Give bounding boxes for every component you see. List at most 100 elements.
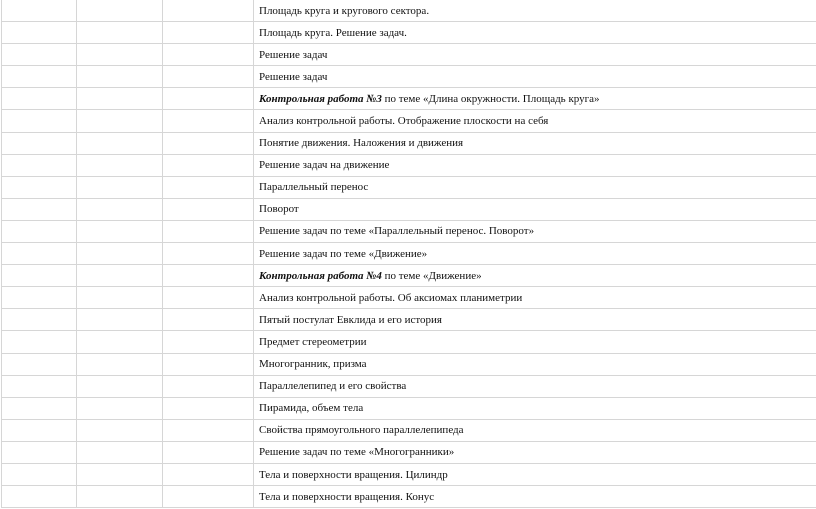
lesson-topic-cell: Предмет стереометрии	[253, 330, 816, 354]
test-label: Контрольная работа №3	[259, 92, 382, 105]
lesson-topic-cell: Площадь круга. Решение задач.	[253, 21, 816, 45]
lesson-topic-cell: Контрольная работа №3 по теме «Длина окр…	[253, 87, 816, 111]
lesson-topic: Решение задач по теме «Движение»	[259, 247, 428, 260]
empty-cell-col3	[162, 65, 254, 89]
empty-cell-col2	[76, 418, 163, 442]
empty-cell-col3	[162, 175, 254, 199]
table-row: Тела и поверхности вращения. Цилиндр	[1, 462, 816, 487]
empty-cell-col3	[162, 374, 254, 398]
empty-cell-col3	[162, 286, 254, 310]
table-row: Решение задач на движение	[1, 153, 816, 177]
empty-cell-col2	[76, 21, 163, 45]
empty-cell-col2	[76, 485, 163, 509]
empty-cell-col3	[162, 396, 254, 420]
lesson-topic-cell: Тела и поверхности вращения. Конус	[253, 485, 816, 509]
lesson-topic: Предмет стереометрии	[259, 335, 367, 348]
table-row: Свойства прямоугольного параллелепипеда	[1, 418, 816, 442]
empty-cell-col1	[1, 374, 77, 398]
lesson-topic: Свойства прямоугольного параллелепипеда	[259, 424, 464, 437]
table-row: Анализ контрольной работы. Об аксиомах п…	[1, 286, 816, 310]
table-row: Площадь круга и кругового сектора.	[1, 0, 816, 23]
empty-cell-col1	[1, 330, 77, 354]
lesson-topic: Понятие движения. Наложения и движения	[259, 137, 464, 150]
empty-cell-col3	[162, 264, 254, 288]
lesson-topic: Многогранник, призма	[259, 358, 367, 371]
lesson-topic: Тела и поверхности вращения. Цилиндр	[259, 468, 448, 481]
empty-cell-col2	[76, 43, 163, 67]
empty-cell-col3	[162, 308, 254, 332]
lesson-topic: Площадь круга. Решение задач.	[259, 26, 407, 39]
empty-cell-col3	[162, 330, 254, 354]
lesson-topic-cell: Площадь круга и кругового сектора.	[253, 0, 816, 23]
table-row: Контрольная работа №3 по теме «Длина окр…	[1, 87, 816, 111]
empty-cell-col2	[76, 374, 163, 398]
empty-cell-col3	[162, 131, 254, 155]
lesson-topic: Поворот	[259, 203, 299, 216]
empty-cell-col1	[1, 21, 77, 45]
lesson-topic: Решение задач на движение	[259, 159, 390, 172]
empty-cell-col2	[76, 352, 163, 376]
lesson-topic: Пирамида, объем тела	[259, 402, 364, 415]
test-label: Контрольная работа №4	[259, 269, 382, 282]
empty-cell-col1	[1, 131, 77, 155]
empty-cell-col2	[76, 286, 163, 310]
lesson-topic-cell: Многогранник, призма	[253, 352, 816, 376]
lesson-topic-cell: Решение задач по теме «Движение»	[253, 242, 816, 266]
table-row: Предмет стереометрии	[1, 330, 816, 354]
empty-cell-col3	[162, 219, 254, 244]
empty-cell-col1	[1, 65, 77, 89]
empty-cell-col2	[76, 308, 163, 332]
empty-cell-col1	[1, 197, 77, 221]
empty-cell-col3	[162, 43, 254, 67]
lesson-topic-cell: Тела и поверхности вращения. Цилиндр	[253, 462, 816, 487]
empty-cell-col2	[76, 131, 163, 155]
table-row: Пирамида, объем тела	[1, 396, 816, 420]
empty-cell-col3	[162, 0, 254, 23]
lesson-topic: Анализ контрольной работы. Об аксиомах п…	[259, 291, 523, 304]
lesson-topic-cell: Анализ контрольной работы. Отображение п…	[253, 109, 816, 133]
empty-cell-col1	[1, 308, 77, 332]
empty-cell-col2	[76, 197, 163, 221]
lesson-topic: Площадь круга и кругового сектора.	[259, 4, 430, 17]
empty-cell-col1	[1, 219, 77, 244]
lesson-topic-cell: Контрольная работа №4 по теме «Движение»	[253, 264, 816, 288]
lesson-topic: Анализ контрольной работы. Отображение п…	[259, 115, 549, 128]
table-row: Анализ контрольной работы. Отображение п…	[1, 109, 816, 133]
lesson-topic-cell: Поворот	[253, 197, 816, 221]
empty-cell-col2	[76, 242, 163, 266]
table-row: Параллелепипед и его свойства	[1, 374, 816, 398]
lesson-topic: Решение задач по теме «Многогранники»	[259, 446, 455, 459]
lesson-topic: Тела и поверхности вращения. Конус	[259, 490, 435, 503]
empty-cell-col3	[162, 440, 254, 464]
table-row: Контрольная работа №4 по теме «Движение»	[1, 264, 816, 288]
empty-cell-col3	[162, 242, 254, 266]
empty-cell-col2	[76, 462, 163, 487]
empty-cell-col1	[1, 242, 77, 266]
empty-cell-col1	[1, 264, 77, 288]
lesson-topic: Пятый постулат Евклида и его история	[259, 313, 442, 326]
table-row: Решение задач	[1, 43, 816, 67]
empty-cell-col1	[1, 153, 77, 177]
lesson-topic-cell: Понятие движения. Наложения и движения	[253, 131, 816, 155]
lesson-topic: Решение задач по теме «Параллельный пере…	[259, 225, 535, 238]
lesson-topic-cell: Параллелепипед и его свойства	[253, 374, 816, 398]
empty-cell-col3	[162, 153, 254, 177]
empty-cell-col1	[1, 0, 77, 23]
empty-cell-col1	[1, 396, 77, 420]
empty-cell-col3	[162, 21, 254, 45]
empty-cell-col3	[162, 87, 254, 111]
lesson-topic-cell: Пирамида, объем тела	[253, 396, 816, 420]
empty-cell-col1	[1, 87, 77, 111]
lesson-topic-cell: Решение задач по теме «Многогранники»	[253, 440, 816, 464]
empty-cell-col1	[1, 440, 77, 464]
empty-cell-col2	[76, 264, 163, 288]
empty-cell-col2	[76, 175, 163, 199]
empty-cell-col1	[1, 485, 77, 509]
empty-cell-col3	[162, 418, 254, 442]
lesson-topic: Параллелепипед и его свойства	[259, 380, 407, 393]
lesson-topic: по теме «Длина окружности. Площадь круга…	[381, 92, 600, 105]
lesson-topic: Решение задач	[259, 48, 328, 61]
table-row: Решение задач по теме «Многогранники»	[1, 440, 816, 464]
empty-cell-col2	[76, 396, 163, 420]
